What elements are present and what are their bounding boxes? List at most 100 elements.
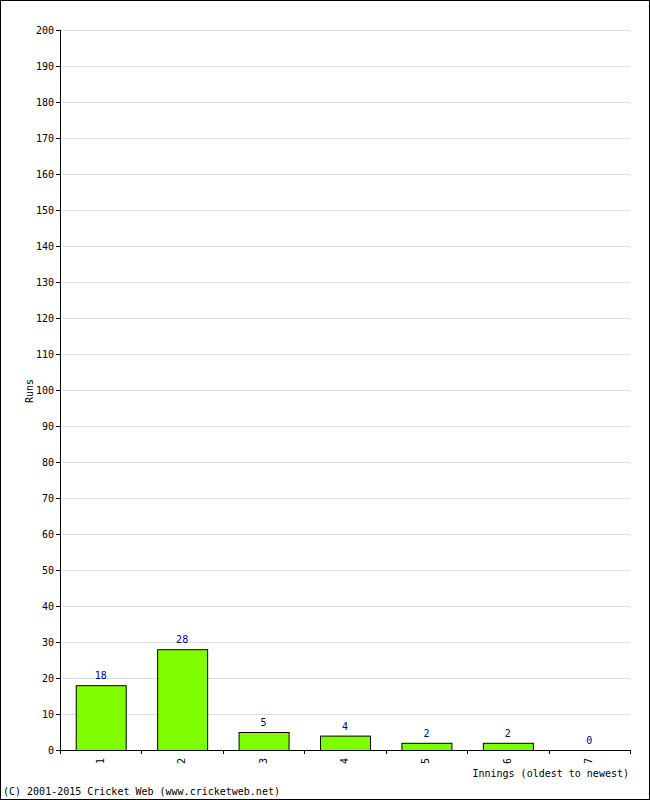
data-label: 28 — [176, 634, 188, 645]
x-tick-label: 1 — [95, 758, 106, 764]
x-tick — [549, 750, 550, 754]
y-tick — [56, 102, 60, 103]
x-tick — [467, 750, 468, 754]
y-tick-label: 180 — [36, 97, 54, 108]
x-tick-label: 7 — [583, 758, 594, 764]
grid-line — [60, 210, 630, 211]
grid-line — [60, 354, 630, 355]
y-tick — [56, 30, 60, 31]
y-tick-label: 30 — [42, 637, 54, 648]
y-tick-label: 10 — [42, 709, 54, 720]
grid-line — [60, 678, 630, 679]
grid-line — [60, 318, 630, 319]
chart-container: 0102030405060708090100110120130140150160… — [0, 0, 650, 800]
x-tick — [386, 750, 387, 754]
y-tick — [56, 138, 60, 139]
bar — [483, 743, 533, 750]
bars — [76, 650, 533, 750]
grid-line — [60, 462, 630, 463]
y-tick — [56, 354, 60, 355]
y-tick — [56, 462, 60, 463]
y-axis — [60, 30, 61, 750]
y-tick-label: 200 — [36, 25, 54, 36]
y-tick-label: 170 — [36, 133, 54, 144]
bar — [321, 736, 371, 750]
x-tick-label: 6 — [502, 758, 513, 764]
x-tick — [141, 750, 142, 754]
chart-svg: 0102030405060708090100110120130140150160… — [0, 0, 650, 800]
grid-line — [60, 534, 630, 535]
annotation: (C) 2001-2015 Cricket Web (www.cricketwe… — [3, 786, 280, 797]
y-tick — [56, 642, 60, 643]
y-tick-label: 40 — [42, 601, 54, 612]
grid-line — [60, 750, 630, 751]
y-tick — [56, 570, 60, 571]
grid-line — [60, 642, 630, 643]
grid-line — [60, 426, 630, 427]
data-label: 18 — [95, 670, 107, 681]
x-tick-label: 3 — [258, 758, 269, 764]
y-tick — [56, 678, 60, 679]
y-tick-label: 0 — [48, 745, 54, 756]
y-tick-label: 110 — [36, 349, 54, 360]
y-tick-label: 20 — [42, 673, 54, 684]
grid-line — [60, 66, 630, 67]
y-tick — [56, 606, 60, 607]
y-tick — [56, 426, 60, 427]
y-tick — [56, 210, 60, 211]
y-axis-label: Runs — [24, 379, 35, 403]
y-tick — [56, 498, 60, 499]
x-tick-label: 5 — [420, 758, 431, 764]
y-tick — [56, 282, 60, 283]
grid-line — [60, 606, 630, 607]
bar — [158, 650, 208, 750]
grid-line — [60, 246, 630, 247]
grid-line — [60, 174, 630, 175]
grid-line — [60, 138, 630, 139]
y-tick-label: 80 — [42, 457, 54, 468]
x-tick-label: 4 — [339, 758, 350, 764]
grid-line — [60, 714, 630, 715]
x-tick — [630, 750, 631, 754]
data-label: 5 — [261, 717, 267, 728]
y-tick — [56, 246, 60, 247]
grid-line — [60, 102, 630, 103]
frame — [1, 1, 650, 800]
bar — [239, 733, 289, 751]
grid-line — [60, 282, 630, 283]
y-tick — [56, 174, 60, 175]
y-tick-label: 50 — [42, 565, 54, 576]
y-tick-label: 150 — [36, 205, 54, 216]
x-tick — [223, 750, 224, 754]
data-label: 2 — [423, 728, 429, 739]
x-tick — [304, 750, 305, 754]
grid-line — [60, 570, 630, 571]
y-tick-label: 190 — [36, 61, 54, 72]
y-tick — [56, 66, 60, 67]
y-tick-label: 100 — [36, 385, 54, 396]
y-tick — [56, 750, 60, 751]
y-tick-label: 130 — [36, 277, 54, 288]
grid-line — [60, 30, 630, 31]
x-tick — [60, 750, 61, 754]
y-tick-label: 160 — [36, 169, 54, 180]
y-tick-label: 140 — [36, 241, 54, 252]
grid-line — [60, 498, 630, 499]
x-tick-label: 2 — [176, 758, 187, 764]
y-tick — [56, 390, 60, 391]
x-axis-label: Innings (oldest to newest) — [472, 768, 629, 779]
y-tick-label: 120 — [36, 313, 54, 324]
bar — [76, 686, 126, 750]
x-axis — [60, 750, 630, 751]
y-tick — [56, 318, 60, 319]
data-label: 2 — [505, 728, 511, 739]
y-tick-label: 70 — [42, 493, 54, 504]
y-tick-label: 90 — [42, 421, 54, 432]
data-label: 0 — [586, 735, 592, 746]
grid-line — [60, 390, 630, 391]
y-tick — [56, 534, 60, 535]
y-tick-label: 60 — [42, 529, 54, 540]
data-label: 4 — [342, 721, 348, 732]
bar — [402, 743, 452, 750]
y-tick — [56, 714, 60, 715]
